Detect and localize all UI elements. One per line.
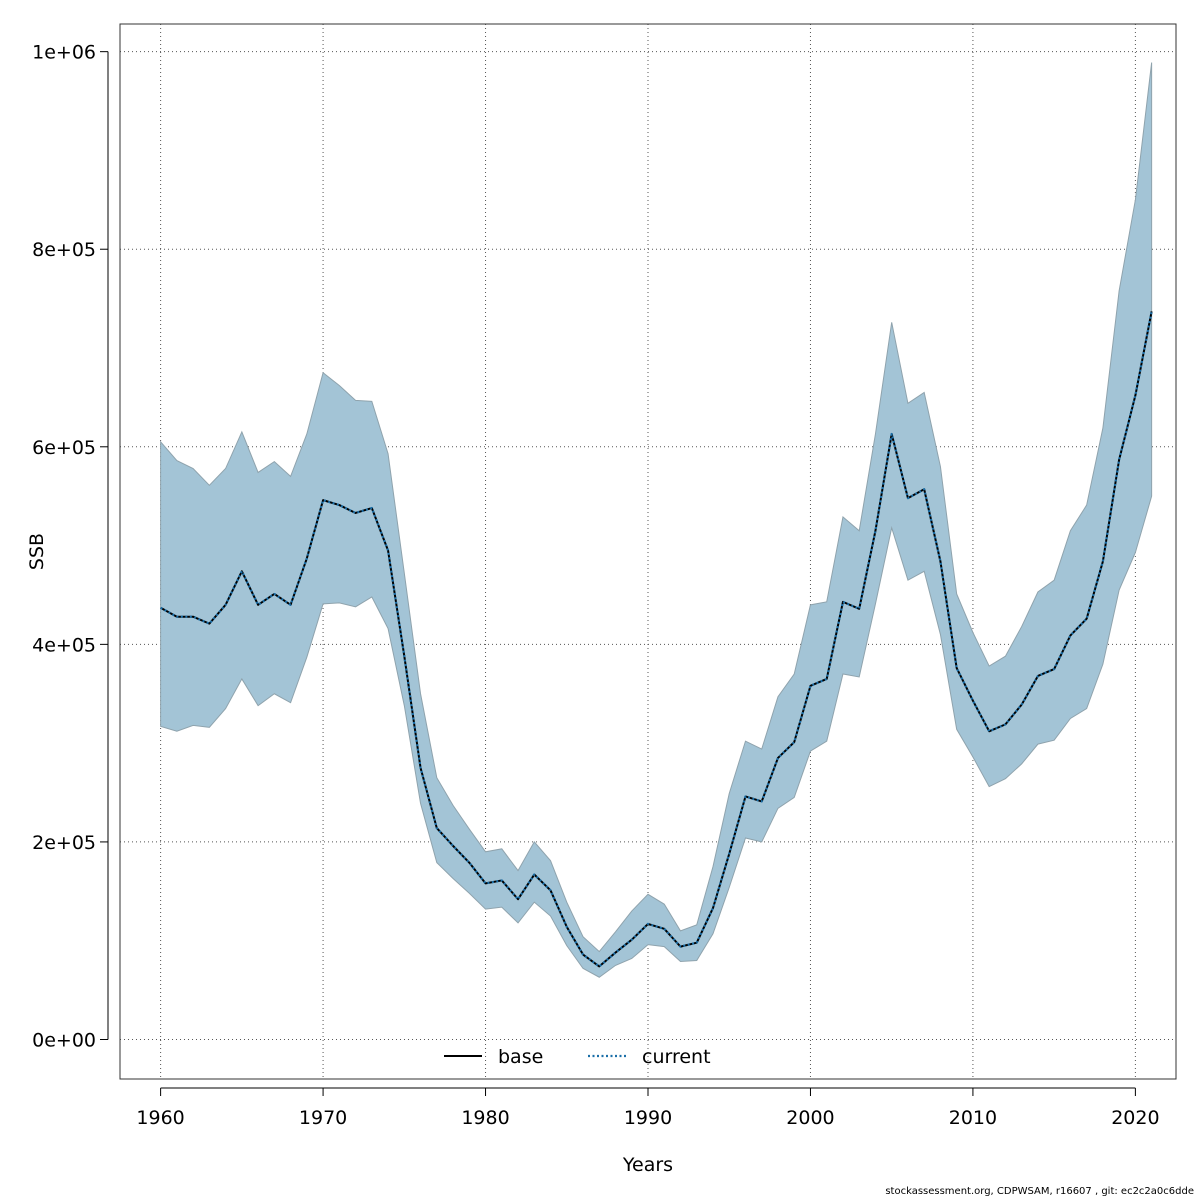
x-axis: 1960 1970 1980 1990 2000 2010 2020 xyxy=(136,1087,1160,1129)
legend: base current xyxy=(444,1046,711,1068)
y-tick-label: 4e+05 xyxy=(32,634,96,656)
series-lines xyxy=(160,311,1153,968)
legend-base-label: base xyxy=(498,1046,543,1068)
confidence-band xyxy=(160,62,1153,978)
y-tick-label: 0e+00 xyxy=(32,1029,96,1051)
y-tick-label: 1e+06 xyxy=(32,42,96,64)
x-axis-title: Years xyxy=(622,1154,673,1176)
x-tick-label: 1980 xyxy=(461,1107,509,1129)
legend-current-label: current xyxy=(642,1046,711,1068)
series-line-current xyxy=(160,311,1153,968)
y-axis: 0e+00 2e+05 4e+05 6e+05 8e+05 1e+06 xyxy=(32,42,109,1051)
x-tick-label: 2020 xyxy=(1111,1107,1159,1129)
y-tick-label: 8e+05 xyxy=(32,239,96,261)
x-tick-label: 1990 xyxy=(624,1107,672,1129)
x-tick-label: 2000 xyxy=(786,1107,834,1129)
y-axis-title: SSB xyxy=(26,533,48,570)
x-tick-label: 1960 xyxy=(136,1107,184,1129)
footer-credit: stockassessment.org, CDPWSAM, r16607 , g… xyxy=(885,1186,1194,1197)
plot-frame xyxy=(119,23,1177,1080)
y-tick-label: 2e+05 xyxy=(32,832,96,854)
confidence-band-group xyxy=(160,62,1153,978)
y-tick-label: 6e+05 xyxy=(32,437,96,459)
x-tick-label: 1970 xyxy=(299,1107,347,1129)
x-tick-label: 2010 xyxy=(949,1107,997,1129)
